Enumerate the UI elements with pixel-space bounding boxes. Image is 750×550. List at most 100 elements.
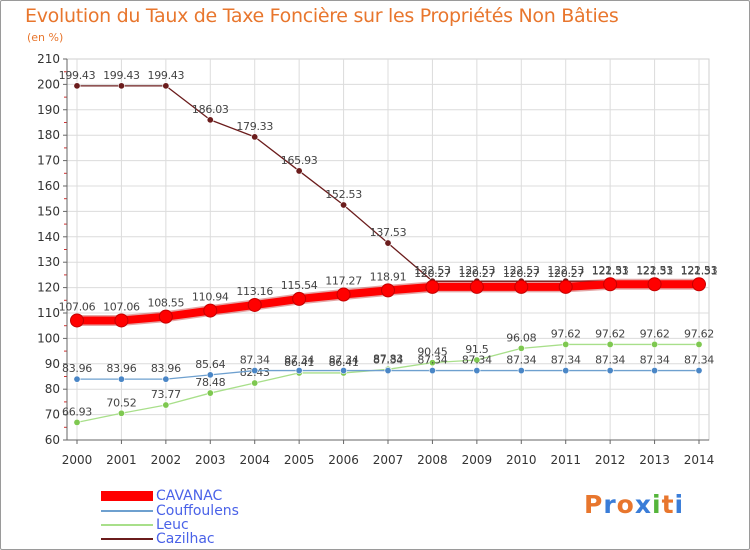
data-label-cazilhac: 122.53 <box>592 264 629 277</box>
legend-swatch-cazilhac <box>101 537 153 540</box>
data-label-leuc: 91.5 <box>465 343 489 356</box>
data-point-cavanac <box>603 277 618 292</box>
logo-letter: i <box>652 490 662 519</box>
x-tick-label: 2010 <box>506 453 537 467</box>
data-label-couffoulens: 83.96 <box>106 362 136 375</box>
legend-label-cazilhac: Cazilhac <box>156 530 215 547</box>
data-point-cavanac <box>114 313 129 328</box>
data-point-cazilhac <box>206 116 214 124</box>
x-tick-label: 2003 <box>195 453 226 467</box>
data-point-cavanac <box>425 279 440 294</box>
logo-letter: r <box>603 490 617 519</box>
y-tick-label: 90 <box>45 357 60 371</box>
data-point-cavanac <box>158 309 173 324</box>
data-label-cazilhac: 152.53 <box>325 188 362 201</box>
y-tick-label: 200 <box>37 77 60 91</box>
data-point-leuc <box>695 340 703 348</box>
data-point-cavanac <box>558 279 573 294</box>
x-tick-label: 2000 <box>62 453 93 467</box>
x-tick-label: 2011 <box>550 453 581 467</box>
data-point-cazilhac <box>295 167 303 175</box>
data-label-cavanac: 113.16 <box>236 285 273 298</box>
data-point-cazilhac <box>384 239 392 247</box>
data-point-cavanac <box>70 313 84 328</box>
legend-swatch-cavanac <box>101 490 153 501</box>
data-label-couffoulens: 87.34 <box>462 354 492 367</box>
data-label-cazilhac: 122.53 <box>547 264 584 277</box>
data-point-cavanac <box>203 303 218 318</box>
data-label-cazilhac: 122.53 <box>503 264 540 277</box>
y-tick-label: 130 <box>37 255 60 269</box>
y-tick-label: 210 <box>37 52 60 66</box>
data-label-cazilhac: 199.43 <box>148 69 185 82</box>
proxiti-logo: Proxiti <box>584 490 684 519</box>
data-label-couffoulens: 87.34 <box>640 354 670 367</box>
y-tick-label: 80 <box>45 382 60 396</box>
data-label-cavanac: 120.27 <box>503 267 540 280</box>
logo-letter: t <box>661 490 675 519</box>
data-label-cavanac: 110.94 <box>192 291 229 304</box>
data-label-cavanac: 108.55 <box>148 297 185 310</box>
data-point-cazilhac <box>162 82 170 90</box>
data-point-couffoulens <box>73 375 81 383</box>
data-point-leuc <box>206 389 214 397</box>
data-label-cazilhac: 122.53 <box>681 264 718 277</box>
data-label-couffoulens: 87.34 <box>284 354 314 367</box>
y-tick-label: 110 <box>37 306 60 320</box>
legend-label-couffoulens: Couffoulens <box>156 502 239 519</box>
y-tick-label: 60 <box>45 433 60 447</box>
data-label-cazilhac: 179.33 <box>236 120 273 133</box>
data-point-couffoulens <box>562 367 570 375</box>
x-tick-label: 2002 <box>151 453 182 467</box>
data-label-leuc: 70.52 <box>106 396 136 409</box>
data-point-cavanac <box>247 297 262 312</box>
data-label-couffoulens: 87.34 <box>329 354 359 367</box>
data-point-couffoulens <box>206 371 214 379</box>
data-label-cavanac: 120.27 <box>459 267 496 280</box>
y-tick-label: 180 <box>37 128 60 142</box>
chart-title: Evolution du Taux de Taxe Foncière sur l… <box>25 5 619 27</box>
data-point-leuc <box>651 340 659 348</box>
logo-letter: o <box>616 490 635 519</box>
logo-letter: x <box>634 490 652 519</box>
data-label-couffoulens: 87.34 <box>506 354 536 367</box>
data-point-couffoulens <box>251 367 259 375</box>
data-label-couffoulens: 85.64 <box>195 358 225 371</box>
data-point-leuc <box>251 379 259 387</box>
data-label-leuc: 97.62 <box>595 327 625 340</box>
y-tick-label: 170 <box>37 154 60 168</box>
data-label-cavanac: 117.27 <box>325 275 362 288</box>
data-point-cavanac <box>336 287 351 302</box>
data-label-couffoulens: 87.34 <box>595 354 625 367</box>
data-label-cazilhac: 137.53 <box>370 226 407 239</box>
data-label-cazilhac: 186.03 <box>192 103 229 116</box>
legend-item-leuc[interactable]: Leuc <box>101 517 189 533</box>
logo-letter: P <box>584 490 604 519</box>
y-tick-label: 140 <box>37 230 60 244</box>
data-label-leuc: 86.41 <box>329 356 359 369</box>
data-point-cavanac <box>469 279 484 294</box>
data-point-leuc <box>606 340 614 348</box>
legend-item-couffoulens[interactable]: Couffoulens <box>101 502 239 519</box>
data-point-cavanac <box>514 279 529 294</box>
x-tick-label: 2013 <box>639 453 670 467</box>
data-point-couffoulens <box>517 367 525 375</box>
data-label-leuc: 97.62 <box>551 327 581 340</box>
legend-item-cavanac[interactable]: CAVANAC <box>101 488 222 504</box>
data-label-couffoulens: 87.34 <box>684 354 714 367</box>
x-tick-label: 2014 <box>684 453 715 467</box>
data-point-cavanac <box>647 277 662 292</box>
chart-unit-label: (en %) <box>27 31 64 44</box>
y-tick-label: 100 <box>37 331 60 345</box>
data-point-cazilhac <box>117 82 125 90</box>
legend-item-cazilhac[interactable]: Cazilhac <box>101 530 215 547</box>
x-tick-label: 2006 <box>328 453 359 467</box>
data-label-cavanac: 118.91 <box>370 270 407 283</box>
data-point-couffoulens <box>606 367 614 375</box>
data-point-leuc <box>117 409 125 417</box>
data-label-cavanac: 120.27 <box>414 267 451 280</box>
data-point-couffoulens <box>162 375 170 383</box>
data-point-couffoulens <box>695 367 703 375</box>
data-label-cavanac: 107.06 <box>59 300 96 313</box>
data-label-leuc: 78.48 <box>195 376 225 389</box>
